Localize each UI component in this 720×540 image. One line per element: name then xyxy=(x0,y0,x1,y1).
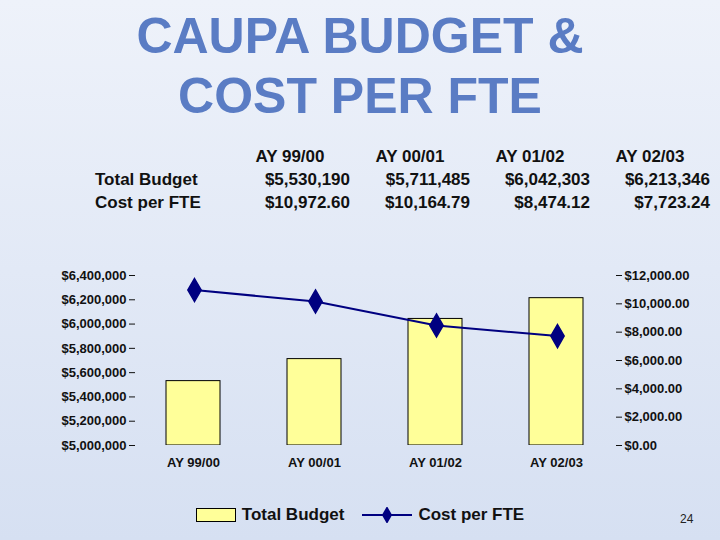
svg-text:AY 99/00: AY 99/00 xyxy=(167,455,220,470)
svg-text:$6,000.00: $6,000.00 xyxy=(625,353,683,368)
svg-text:$5,400,000: $5,400,000 xyxy=(61,389,126,404)
html-text:$10,164.79: $10,164.79 xyxy=(384,192,470,212)
html-text:Cost per FTE: Cost per FTE xyxy=(95,192,201,212)
svg-text:$2,000.00: $2,000.00 xyxy=(625,409,683,424)
svg-text:$5,000,000: $5,000,000 xyxy=(61,438,126,453)
html-text:AY 00/01: AY 00/01 xyxy=(375,146,445,166)
svg-text:$8,000.00: $8,000.00 xyxy=(625,324,683,339)
svg-text:$4,000.00: $4,000.00 xyxy=(625,381,683,396)
html-text:CAUPA BUDGET & COST PER FTE: CAUPA BUDGET & COST PER FTE xyxy=(136,8,584,124)
html-text:24: 24 xyxy=(680,512,694,526)
svg-text:$6,000,000: $6,000,000 xyxy=(61,316,126,331)
html-text:$5,711,485: $5,711,485 xyxy=(385,169,470,189)
html-text:AY 99/00: AY 99/00 xyxy=(255,146,325,166)
svg-text:$12,000.00: $12,000.00 xyxy=(625,268,690,283)
html-text:$10,972.60: $10,972.60 xyxy=(264,192,350,212)
html-text:AY 01/02: AY 01/02 xyxy=(495,146,565,166)
svg-text:AY 00/01: AY 00/01 xyxy=(288,455,341,470)
html-text:Total Budget: Total Budget xyxy=(95,169,198,189)
html-text:Total Budget: Total Budget xyxy=(241,505,345,524)
html-text:$8,474.12: $8,474.12 xyxy=(514,192,590,212)
svg-text:AY 02/03: AY 02/03 xyxy=(530,455,583,470)
svg-text:$5,800,000: $5,800,000 xyxy=(61,341,126,356)
html-text:Cost per FTE: Cost per FTE xyxy=(418,505,525,524)
svg-text:$10,000.00: $10,000.00 xyxy=(625,296,690,311)
svg-text:$5,600,000: $5,600,000 xyxy=(61,365,126,380)
svg-text:$6,200,000: $6,200,000 xyxy=(61,292,126,307)
html-text:$6,042,303: $6,042,303 xyxy=(504,169,590,189)
html-text:$6,213,346: $6,213,346 xyxy=(624,169,710,189)
svg-text:$6,400,000: $6,400,000 xyxy=(61,268,126,283)
svg-text:AY 01/02: AY 01/02 xyxy=(409,455,462,470)
html-text:$5,530,190: $5,530,190 xyxy=(264,169,350,189)
svg-text:$5,200,000: $5,200,000 xyxy=(61,413,126,428)
svg-text:$0.00: $0.00 xyxy=(625,438,658,453)
html-text:$7,723.24: $7,723.24 xyxy=(634,192,710,212)
html-text:AY 02/03: AY 02/03 xyxy=(615,146,685,166)
